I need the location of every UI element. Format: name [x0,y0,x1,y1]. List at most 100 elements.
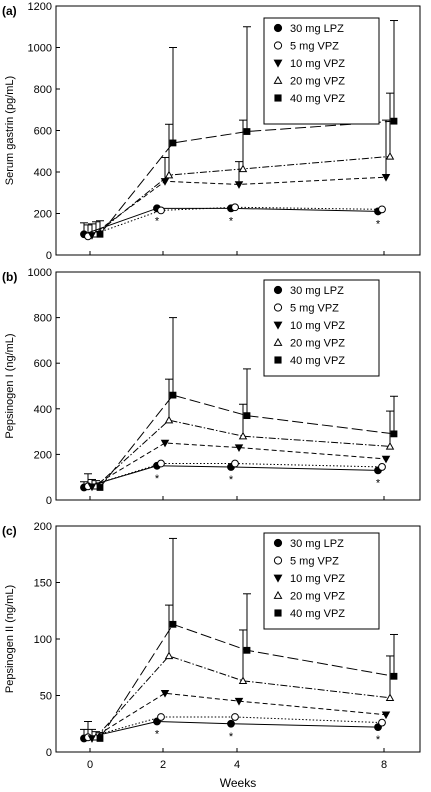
series-line [91,692,387,739]
chart-panel: 0 200 400 600 800 1000 (b) Pepsinogen I (ng/mL)… [2,267,421,507]
data-point [378,463,386,471]
data-point [164,651,174,660]
data-point [160,439,170,448]
x-tick-label-0: 0 [87,759,93,771]
data-point [164,415,174,424]
legend-entry: 40 mg VPZ [290,93,345,105]
data-point [231,459,239,468]
data-point [169,620,177,628]
data-point [160,690,170,698]
significance-mark: * [376,734,381,746]
y-tick-label: 100 [34,634,52,646]
data-point [231,713,239,721]
legend-entry: 30 mg LPZ [290,285,344,297]
data-point [243,412,251,420]
data-point [381,711,391,720]
y-tick-label: 0 [46,747,52,759]
y-tick-label: 1000 [28,43,52,55]
data-point [385,441,395,450]
data-point [157,713,165,721]
legend-box [263,17,380,125]
series-line [87,463,383,487]
legend-entry: 5 mg VPZ [290,556,339,568]
legend-entry: 5 mg VPZ [290,41,339,53]
series-10-mg-vpz [87,119,391,240]
legend-entry: 10 mg VPZ [290,58,345,70]
data-point [390,672,398,680]
legend-marker [273,538,283,548]
legend-entry: 20 mg VPZ [290,76,345,88]
y-tick-label: 1000 [28,267,52,279]
data-point [96,230,104,238]
data-point [169,391,177,399]
legend-entry: 20 mg VPZ [290,338,345,350]
series-40-mg-vpz [96,20,398,238]
series-5-mg-vpz [84,459,386,491]
legend-entry: 30 mg LPZ [290,23,344,35]
series-line [95,419,391,487]
y-tick-label: 600 [34,126,52,138]
y-tick-label: 150 [34,578,52,590]
data-point [390,117,398,125]
x-tick-label-2: 4 [234,759,240,771]
legend-marker [273,303,283,312]
legend-marker [273,285,283,295]
data-point [227,719,235,728]
legend-marker [274,356,282,364]
data-point [234,697,244,706]
y-axis-label: Pepsinogen II (ng/mL) [4,585,16,693]
data-point [385,693,395,701]
significance-mark: * [376,477,381,489]
chart-panel: 0 200 400 600 800 1000 1200 (a) Serum gastrin (p… [2,1,421,262]
legend-marker [274,609,282,617]
data-point [164,170,174,179]
y-tick-label: 200 [34,521,52,533]
data-point [160,178,170,186]
legend-entry: 10 mg VPZ [290,320,345,332]
legend-entry: 40 mg VPZ [290,608,345,620]
legend-box [263,279,380,377]
y-axis-label: Pepsinogen I (ng/mL) [4,333,16,438]
y-tick-label: 0 [46,250,52,262]
legend-marker [273,23,283,33]
data-point [238,164,248,173]
significance-mark: * [155,215,160,227]
significance-mark: * [155,473,160,485]
significance-mark: * [376,218,381,230]
series-line [95,155,391,235]
data-point [96,484,104,491]
y-tick-label: 0 [46,495,52,507]
data-point [96,735,104,742]
legend: 30 mg LPZ 5 mg VPZ 10 mg VPZ 20 mg VPZ 40 mg… [263,17,380,125]
data-point [378,718,386,727]
data-point [234,444,244,452]
legend-entry: 10 mg VPZ [290,573,345,585]
data-point [378,205,386,214]
significance-mark: * [229,215,234,227]
panel-label: (b) [2,270,17,284]
legend-marker [273,590,283,599]
series-line [99,120,395,235]
legend: 30 mg LPZ 5 mg VPZ 10 mg VPZ 20 mg VPZ 40 mg… [263,532,380,630]
data-point [243,128,251,135]
y-tick-label: 400 [34,167,52,179]
series-line [87,716,383,738]
x-tick-label-3: 8 [381,759,387,771]
y-tick-label: 400 [34,404,52,416]
series-40-mg-vpz [96,537,398,742]
series-line [91,442,387,488]
series-line [83,720,379,739]
legend-entry: 30 mg LPZ [290,538,344,550]
legend-marker [273,59,283,68]
y-tick-label: 1200 [28,1,52,13]
data-point [169,139,177,147]
data-point [157,459,165,468]
significance-mark: * [229,474,234,486]
data-point [157,206,165,215]
series-5-mg-vpz [84,713,386,742]
data-point [238,431,248,440]
y-tick-label: 200 [34,209,52,221]
y-axis-label: Serum gastrin (pg/mL) [4,76,16,185]
legend-marker [273,337,283,346]
